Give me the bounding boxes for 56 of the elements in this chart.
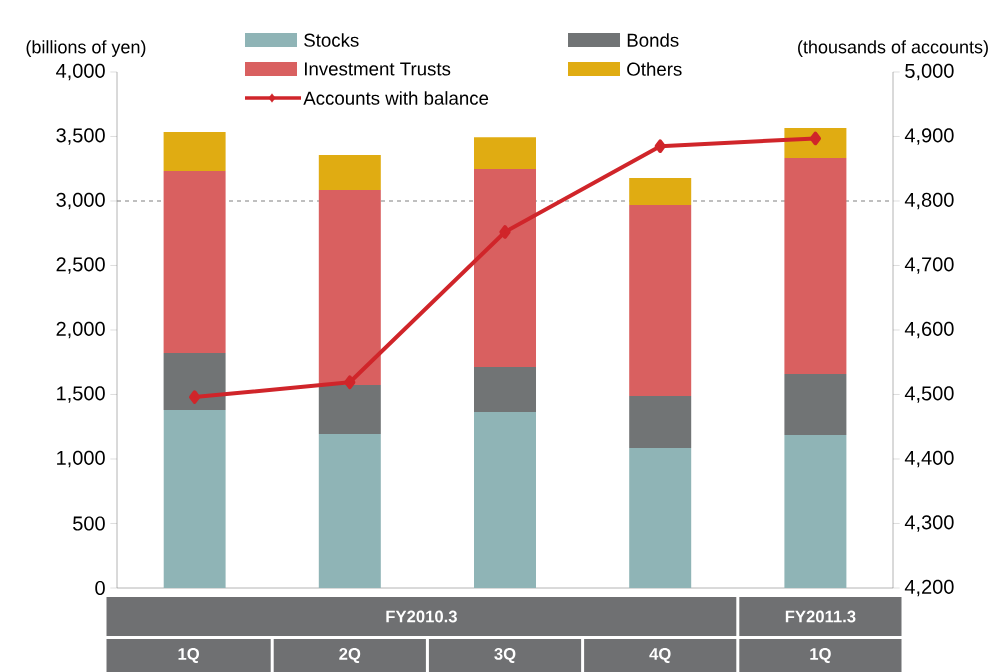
bar <box>318 385 381 434</box>
text: FY2011.3 <box>785 610 856 623</box>
x-tick-label: 2Q <box>339 648 361 663</box>
x-tick-label: 3Q <box>494 648 516 663</box>
y2-tick-label: 4,500 <box>904 386 954 403</box>
bar <box>318 190 381 386</box>
legend-label: Bonds <box>627 33 679 47</box>
point <box>499 225 511 239</box>
bar <box>163 132 226 172</box>
y2-tick-label: 4,400 <box>904 450 954 468</box>
bar <box>163 171 226 354</box>
legend-label: Others <box>627 62 682 76</box>
y2-tick-label: 4,300 <box>904 515 954 532</box>
y-tick-label: 1,500 <box>57 386 105 403</box>
bar <box>629 205 692 397</box>
bar <box>474 169 536 368</box>
bar <box>629 396 692 449</box>
bar <box>784 158 847 374</box>
x-tick-label: 1Q <box>810 648 831 663</box>
y2-tick-label: 4,600 <box>904 321 954 339</box>
text: FY2010.3 <box>386 610 457 623</box>
y-tick-label: 1,000 <box>57 450 105 468</box>
bar <box>318 433 381 588</box>
y-axis-title: (billions of yen) <box>26 40 146 57</box>
point <box>189 390 201 404</box>
bar <box>474 367 536 413</box>
y2-tick-label: 4,900 <box>904 128 954 145</box>
y2-tick-label: 4,700 <box>904 257 954 274</box>
point <box>344 375 356 390</box>
legend-label: Stocks <box>304 33 359 47</box>
bar <box>629 178 692 206</box>
y2-axis-title: (thousands of accounts) <box>798 40 988 57</box>
bar <box>474 412 536 588</box>
y2-tick-label: 4,800 <box>904 192 954 210</box>
bar <box>163 353 226 410</box>
y-tick-label: 2,000 <box>56 321 105 339</box>
bar <box>318 155 381 191</box>
y2-tick-label: 4,200 <box>904 579 954 597</box>
x-tick-label: 4Q <box>649 648 671 663</box>
point <box>654 139 666 153</box>
y-tick-label: 500 <box>73 516 105 531</box>
y-tick-label: 4,000 <box>56 63 105 81</box>
y-tick-label: 2,500 <box>56 257 105 274</box>
y-tick-label: 3,000 <box>56 192 105 210</box>
bar <box>784 435 847 588</box>
bar <box>629 448 692 588</box>
bar <box>163 409 226 588</box>
legend-label: Investment Trusts <box>304 62 451 76</box>
y-tick-label: 3,500 <box>56 128 105 145</box>
x-tick-label: 1Q <box>178 648 200 663</box>
y-tick-label: 0 <box>95 580 105 596</box>
bar <box>474 137 536 170</box>
point <box>809 131 821 146</box>
y2-tick-label: 5,000 <box>905 63 954 81</box>
legend-label: Accounts with balance <box>303 91 489 105</box>
bar <box>784 373 847 435</box>
